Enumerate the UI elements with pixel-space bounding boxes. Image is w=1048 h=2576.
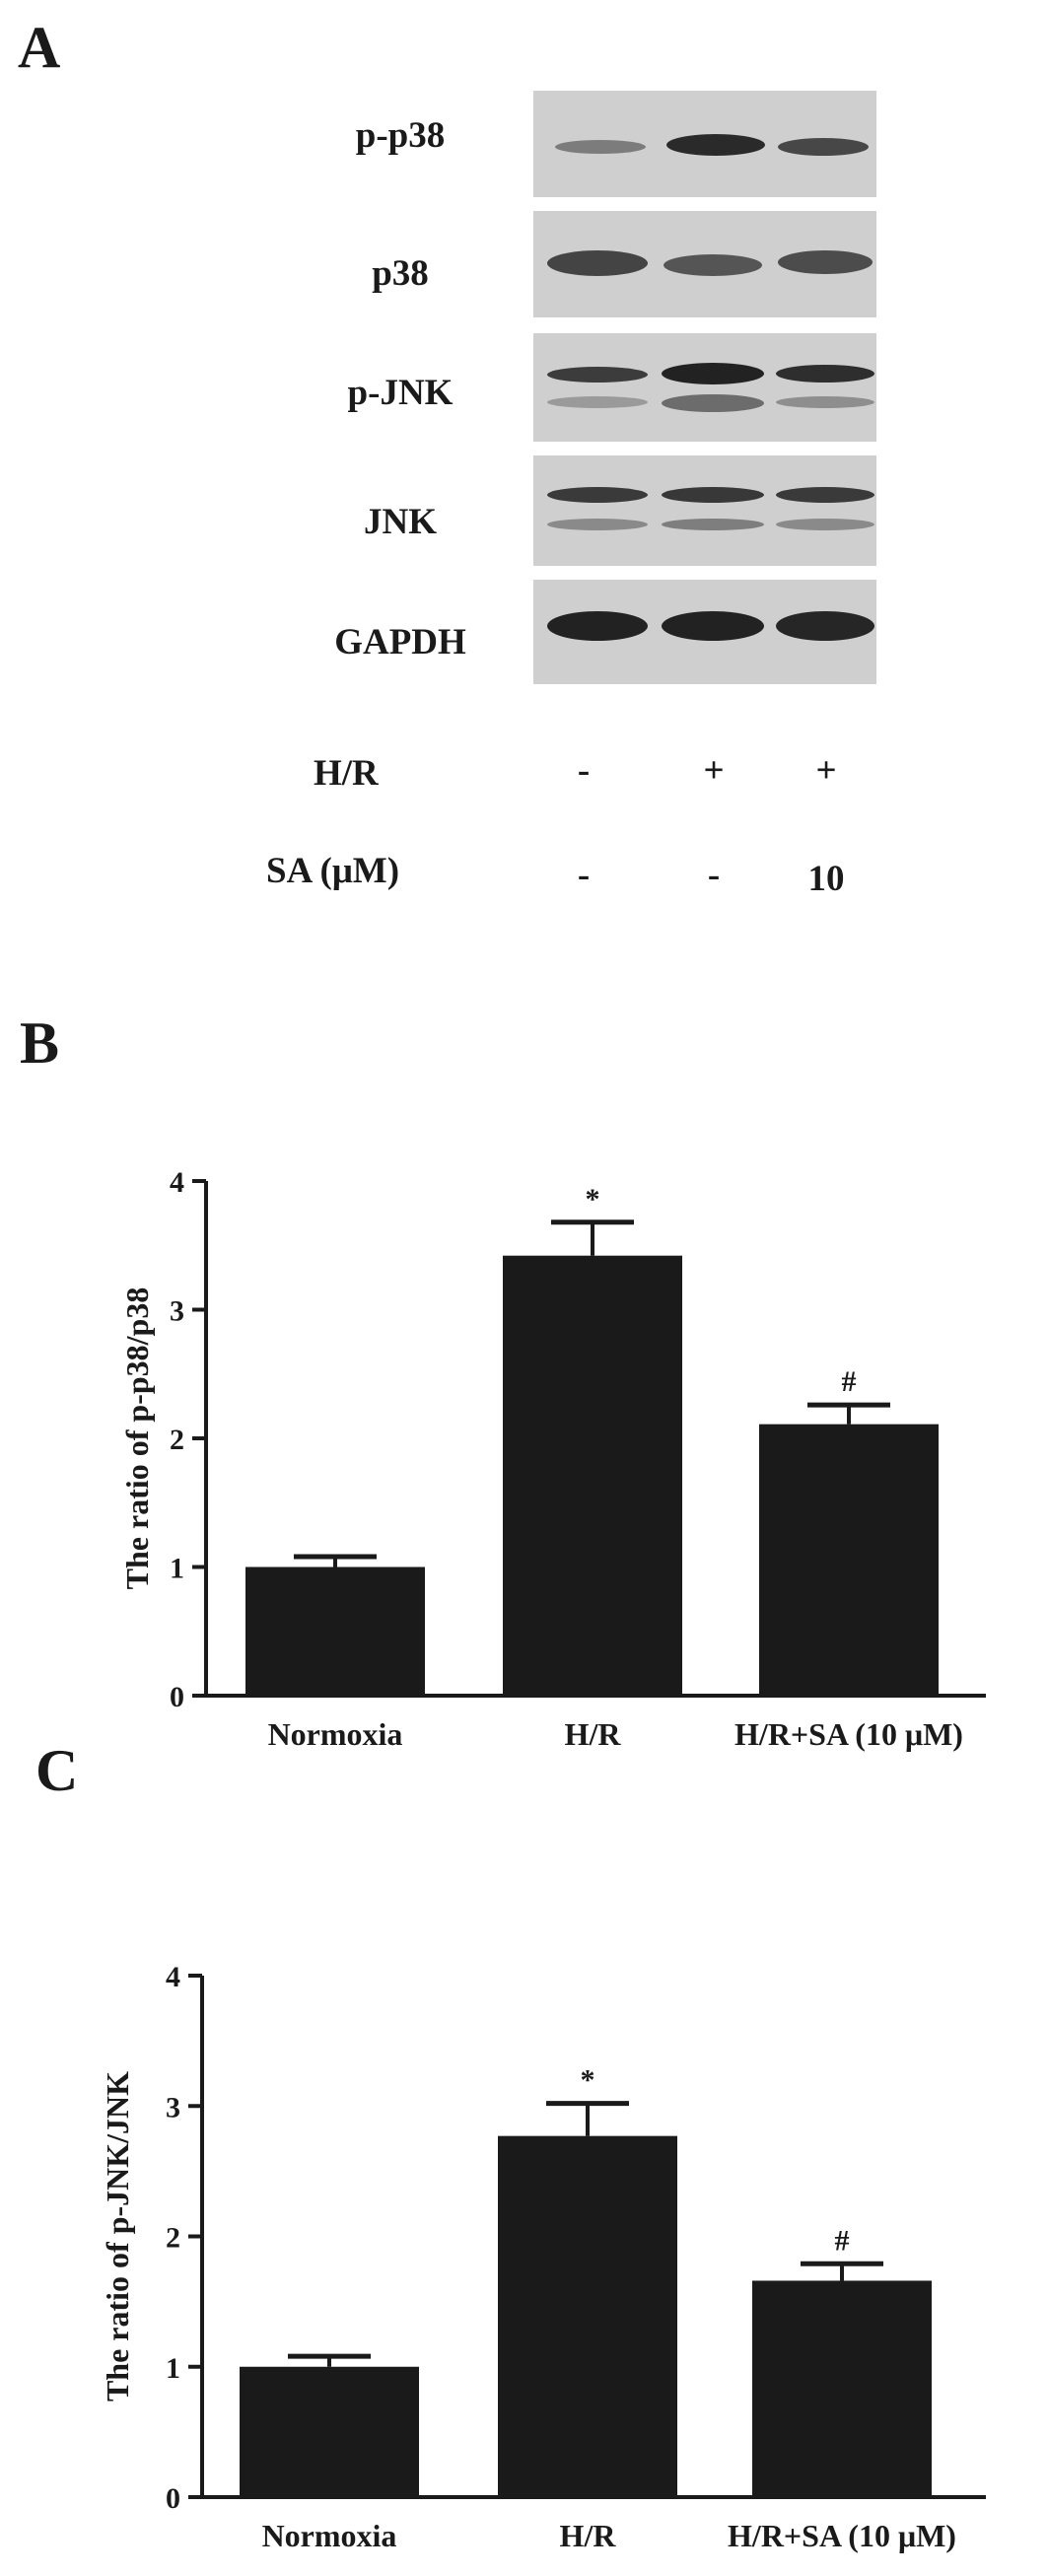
treatment-value: 10 [807,859,845,899]
bar [759,1424,939,1696]
bar [240,2366,419,2497]
blot-strip-JNK [533,455,876,566]
chart-p-jnk-ratio: 0 1 2 3 4 The ratio of p-JNK/JNK Normoxia * H/R #… [100,1961,986,2553]
y-axis-title: The ratio of p-p38/p38 [119,1288,155,1590]
significance-marker: * [586,1183,600,1216]
y-tick-label: 3 [170,1295,184,1328]
blot-strip-p38 [533,211,876,317]
category-label: Normoxia [262,2518,397,2553]
y-tick-label: 2 [166,2222,180,2255]
bar [498,2135,677,2497]
significance-marker: # [835,2224,850,2257]
treatment-value: + [703,750,725,791]
panel-a-letter: A [18,15,61,80]
treatment-value: - [577,750,591,791]
category-label: H/R [560,2518,617,2553]
blot-strip-p-p38 [533,91,876,197]
y-tick-label: 3 [166,2091,180,2123]
category-label: H/R+SA (10 μM) [728,2518,956,2553]
blot-label: p-p38 [355,115,446,156]
bar [503,1255,682,1696]
treatment-label-sa: SA (μM) [266,851,400,891]
category-label: H/R [565,1716,622,1752]
blot-strip-p-JNK [533,333,876,442]
y-tick-label: 1 [170,1553,184,1585]
blot-label: GAPDH [334,622,466,662]
blot-label: JNK [364,502,437,542]
y-tick-label: 4 [166,1961,180,1993]
y-tick-label: 2 [170,1424,184,1456]
y-tick-label: 1 [166,2352,180,2385]
significance-marker: * [581,2064,595,2097]
y-tick-label: 4 [170,1166,184,1199]
y-tick-label: 0 [170,1681,184,1713]
treatment-label-hr: H/R [314,753,379,794]
bar [752,2280,932,2497]
panel-b-letter: B [20,1010,60,1076]
treatment-value: + [815,750,837,791]
treatment-value: - [707,855,721,895]
chart-p-p38-ratio: 0 1 2 3 4 The ratio of p-p38/p38 Normoxia * H/R #… [119,1166,986,1752]
significance-marker: # [842,1365,857,1398]
treatment-value: - [577,855,591,895]
blot-strip-GAPDH [533,580,876,684]
bar [245,1566,425,1696]
y-tick-label: 0 [166,2482,180,2515]
blot-label: p38 [372,253,429,294]
blot-label: p-JNK [347,373,454,413]
y-axis-title: The ratio of p-JNK/JNK [100,2071,135,2402]
panel-c-letter: C [35,1738,79,1803]
category-label: H/R+SA (10 μM) [734,1716,963,1752]
category-label: Normoxia [268,1716,403,1752]
